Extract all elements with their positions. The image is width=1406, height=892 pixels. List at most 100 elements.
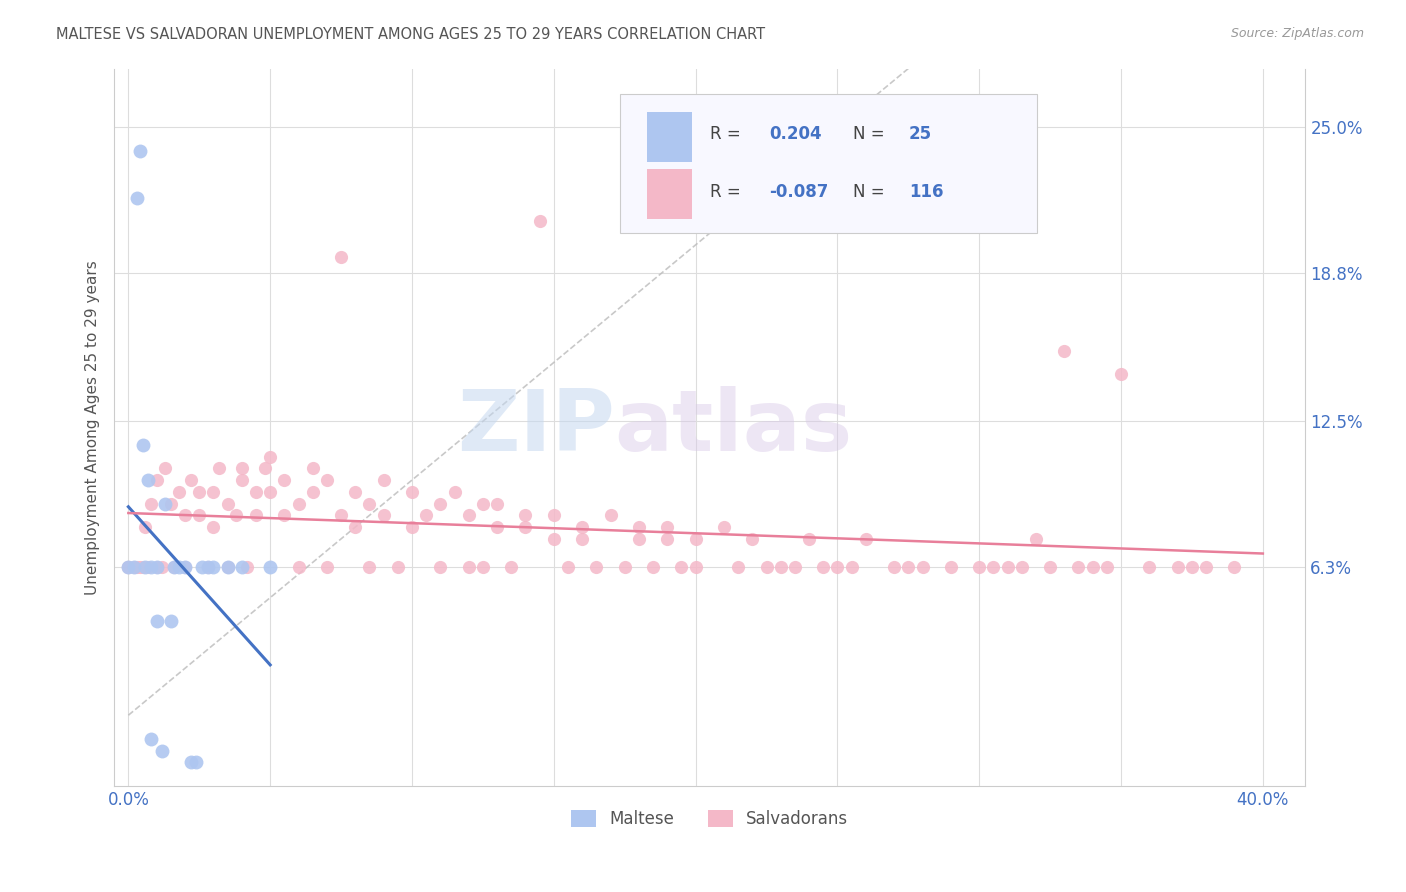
Point: [486, 497, 509, 511]
Point: [883, 560, 905, 574]
Point: [139, 731, 162, 746]
Point: [415, 508, 437, 523]
Point: [136, 473, 159, 487]
Point: [117, 560, 139, 574]
Point: [169, 560, 191, 574]
Point: [225, 508, 247, 523]
Point: [997, 560, 1019, 574]
Point: [174, 508, 197, 523]
Point: [287, 497, 309, 511]
Point: [741, 532, 763, 546]
Point: [188, 484, 211, 499]
Point: [641, 560, 664, 574]
Point: [128, 144, 150, 158]
Point: [797, 532, 820, 546]
Text: ZIP: ZIP: [457, 385, 614, 468]
Text: R =: R =: [710, 183, 745, 201]
Point: [387, 560, 409, 574]
Point: [117, 560, 139, 574]
Point: [1195, 560, 1218, 574]
Point: [827, 560, 849, 574]
Bar: [647, 169, 692, 219]
Point: [202, 484, 225, 499]
Point: [457, 508, 479, 523]
Point: [769, 560, 792, 574]
Point: [259, 450, 281, 464]
Point: [911, 560, 934, 574]
Point: [685, 532, 707, 546]
Point: [501, 560, 523, 574]
Point: [457, 560, 479, 574]
Point: [160, 614, 183, 628]
Point: [1025, 532, 1047, 546]
Point: [191, 560, 214, 574]
Point: [330, 508, 353, 523]
Point: [543, 532, 565, 546]
Text: -0.087: -0.087: [769, 183, 828, 201]
Point: [330, 250, 353, 264]
Bar: [647, 112, 692, 161]
Point: [202, 520, 225, 534]
Point: [627, 532, 650, 546]
Point: [1067, 560, 1090, 574]
Point: [316, 560, 339, 574]
Point: [471, 560, 494, 574]
Point: [627, 520, 650, 534]
Point: [529, 214, 551, 228]
Point: [155, 461, 177, 475]
Point: [231, 473, 253, 487]
Text: N =: N =: [852, 125, 890, 143]
Text: R =: R =: [710, 125, 745, 143]
Point: [131, 438, 153, 452]
Point: [139, 497, 162, 511]
Point: [1137, 560, 1160, 574]
Point: [401, 484, 423, 499]
Point: [486, 520, 509, 534]
Point: [557, 560, 579, 574]
Point: [1081, 560, 1104, 574]
Point: [685, 560, 707, 574]
Point: [134, 560, 156, 574]
Point: [122, 560, 145, 574]
Point: [813, 560, 835, 574]
Point: [117, 560, 139, 574]
Point: [515, 508, 537, 523]
Text: MALTESE VS SALVADORAN UNEMPLOYMENT AMONG AGES 25 TO 29 YEARS CORRELATION CHART: MALTESE VS SALVADORAN UNEMPLOYMENT AMONG…: [56, 27, 765, 42]
Point: [136, 560, 159, 574]
FancyBboxPatch shape: [620, 94, 1038, 234]
Point: [188, 508, 211, 523]
Point: [571, 520, 593, 534]
Point: [585, 560, 607, 574]
Point: [174, 560, 197, 574]
Point: [783, 560, 806, 574]
Point: [727, 560, 749, 574]
Point: [131, 560, 153, 574]
Point: [163, 560, 186, 574]
Point: [1011, 560, 1033, 574]
Point: [344, 520, 367, 534]
Point: [217, 560, 239, 574]
Point: [359, 497, 381, 511]
Point: [253, 461, 276, 475]
Legend: Maltese, Salvadorans: Maltese, Salvadorans: [565, 804, 855, 835]
Point: [671, 560, 693, 574]
Point: [443, 484, 465, 499]
Point: [145, 473, 167, 487]
Point: [174, 560, 197, 574]
Point: [1095, 560, 1118, 574]
Point: [713, 520, 735, 534]
Point: [316, 473, 339, 487]
Point: [657, 532, 679, 546]
Point: [245, 484, 267, 499]
Point: [145, 614, 167, 628]
Point: [125, 191, 148, 205]
Point: [160, 497, 183, 511]
Point: [855, 532, 877, 546]
Point: [231, 461, 253, 475]
Point: [344, 484, 367, 499]
Point: [169, 484, 191, 499]
Point: [245, 508, 267, 523]
Point: [231, 560, 253, 574]
Point: [186, 756, 208, 770]
Point: [1167, 560, 1189, 574]
